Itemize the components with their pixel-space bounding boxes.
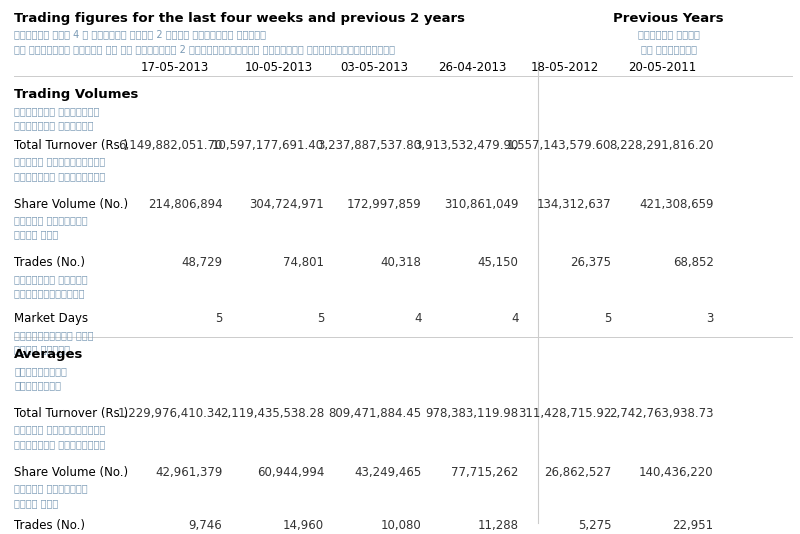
Text: Trading Volumes: Trading Volumes [14, 88, 138, 101]
Text: 18-05-2012: 18-05-2012 [530, 61, 599, 74]
Text: 26,375: 26,375 [570, 256, 611, 269]
Text: Averages: Averages [14, 348, 84, 361]
Text: 311,428,715.92: 311,428,715.92 [518, 407, 611, 420]
Text: 2,742,763,938.73: 2,742,763,938.73 [609, 407, 714, 420]
Text: 8,228,291,816.20: 8,228,291,816.20 [609, 139, 714, 152]
Text: මෝත්තපු පරීක්ෂාව: මෝත්තපු පරීක්ෂාව [14, 171, 106, 181]
Text: 40,318: 40,318 [381, 256, 422, 269]
Text: 43,249,465: 43,249,465 [354, 466, 422, 478]
Text: 68,852: 68,852 [673, 256, 714, 269]
Text: සරාසරික෍: සරාසරික෍ [14, 380, 62, 390]
Text: 26-04-2013: 26-04-2013 [438, 61, 506, 74]
Text: 5: 5 [317, 312, 324, 325]
Text: 4: 4 [511, 312, 518, 325]
Text: 60,944,994: 60,944,994 [257, 466, 324, 478]
Text: ගත ප්‍රක්තය වාරක් සහ ගත ප්‍රක්තය 2 වරුඞ්ගන්ඟාන් ව්‍යාපාර පුල්ලිවිරංග්කල්: ගත ප්‍රක්තය වාරක් සහ ගත ප්‍රක්තය 2 වරුඞ්… [14, 44, 395, 54]
Text: 10-05-2013: 10-05-2013 [244, 61, 313, 74]
Text: 1,557,143,579.60: 1,557,143,579.60 [507, 139, 611, 152]
Text: සාමාන්යය්: සාමාන්යය් [14, 366, 67, 376]
Text: 10,597,177,691.40: 10,597,177,691.40 [212, 139, 324, 152]
Text: 20-05-2011: 20-05-2011 [628, 61, 697, 74]
Text: 421,308,659: 421,308,659 [639, 198, 714, 210]
Text: 3,237,887,537.80: 3,237,887,537.80 [318, 139, 422, 152]
Text: 2,119,435,538.28: 2,119,435,538.28 [220, 407, 324, 420]
Text: 17-05-2013: 17-05-2013 [140, 61, 209, 74]
Text: සමග්ග පිරිවෙකුම්: සමග්ග පිරිවෙකුම් [14, 156, 106, 167]
Text: Previous Years: Previous Years [614, 12, 724, 25]
Text: සන්ද නාටක෍: සන්ද නාටක෍ [14, 344, 70, 355]
Text: 5: 5 [215, 312, 222, 325]
Text: 140,436,220: 140,436,220 [639, 466, 714, 478]
Text: 172,997,859: 172,997,859 [347, 198, 422, 210]
Text: 77,715,262: 77,715,262 [451, 466, 518, 478]
Text: ගනුදෙනු ප්‍රමාණය: ගනුදෙනු ප්‍රමාණය [14, 106, 100, 116]
Text: පුරුදු වසර්: පුරුදු වසර් [638, 29, 700, 40]
Text: වේලේහල්පෙල දින: වේලේහල්පෙල දින [14, 330, 94, 340]
Text: 3: 3 [706, 312, 714, 325]
Text: මෝත්තපු පරීක්ෂාව: මෝත්තපු පරීක්ෂාව [14, 439, 106, 449]
Text: Total Turnover (Rs.): Total Turnover (Rs.) [14, 139, 129, 152]
Text: 978,383,119.98: 978,383,119.98 [426, 407, 518, 420]
Text: ව්‍යාපාර අගයීඹ්: ව්‍යාපාර අගයීඹ් [14, 120, 94, 130]
Text: 809,471,884.45: 809,471,884.45 [329, 407, 422, 420]
Text: සමග්ග පිරිවෙකුම්: සමග්ග පිරිවෙකුම් [14, 425, 106, 435]
Text: ගනුදෙනු සඹ්කය: ගනුදෙනු සඹ්කය [14, 274, 88, 284]
Text: Total Turnover (Rs.): Total Turnover (Rs.) [14, 407, 129, 420]
Text: Trading figures for the last four weeks and previous 2 years: Trading figures for the last four weeks … [14, 12, 466, 25]
Text: 26,862,527: 26,862,527 [544, 466, 611, 478]
Text: 14,960: 14,960 [283, 519, 324, 532]
Text: 10,080: 10,080 [381, 519, 422, 532]
Text: Trades (No.): Trades (No.) [14, 256, 86, 269]
Text: 5: 5 [604, 312, 611, 325]
Text: Market Days: Market Days [14, 312, 89, 325]
Text: 03-05-2013: 03-05-2013 [341, 61, 409, 74]
Text: Share Volume (No.): Share Volume (No.) [14, 198, 129, 210]
Text: 3,913,532,479.90: 3,913,532,479.90 [414, 139, 518, 152]
Text: ව්‍යාපාරථ්කල්: ව්‍යාපාරථ්කල් [14, 288, 85, 299]
Text: 214,806,894: 214,806,894 [148, 198, 222, 210]
Text: 11,288: 11,288 [478, 519, 518, 532]
Text: 6,149,882,051.70: 6,149,882,051.70 [118, 139, 222, 152]
Text: 74,801: 74,801 [283, 256, 324, 269]
Text: ෛතුරිය සති 4 ක ෛතුරිය වසර් 2 සදහා ගනුදෙනු සමිතය: ෛතුරිය සති 4 ක ෛතුරිය වසර් 2 සදහා ගනුදෙන… [14, 29, 266, 40]
Text: 1,229,976,410.34: 1,229,976,410.34 [118, 407, 222, 420]
Text: 134,312,637: 134,312,637 [537, 198, 611, 210]
Text: Share Volume (No.): Share Volume (No.) [14, 466, 129, 478]
Text: Trades (No.): Trades (No.) [14, 519, 86, 532]
Text: පංකු අලය: පංකු අලය [14, 230, 58, 240]
Text: කොටස් ප්‍රමාණය: කොටස් ප්‍රමාණය [14, 215, 88, 225]
Text: 304,724,971: 304,724,971 [250, 198, 324, 210]
Text: පංකු අලය: පංකු අලය [14, 498, 58, 508]
Text: කොටස් ප්‍රමාණය: කොටස් ප්‍රමාණය [14, 483, 88, 493]
Text: 310,861,049: 310,861,049 [444, 198, 518, 210]
Text: 45,150: 45,150 [478, 256, 518, 269]
Text: 22,951: 22,951 [673, 519, 714, 532]
Text: 4: 4 [414, 312, 422, 325]
Text: ගත වරුඞ්ගේ: ගත වරුඞ්ගේ [641, 44, 697, 54]
Text: 48,729: 48,729 [182, 256, 222, 269]
Text: 42,961,379: 42,961,379 [155, 466, 222, 478]
Text: 5,275: 5,275 [578, 519, 611, 532]
Text: 9,746: 9,746 [189, 519, 222, 532]
